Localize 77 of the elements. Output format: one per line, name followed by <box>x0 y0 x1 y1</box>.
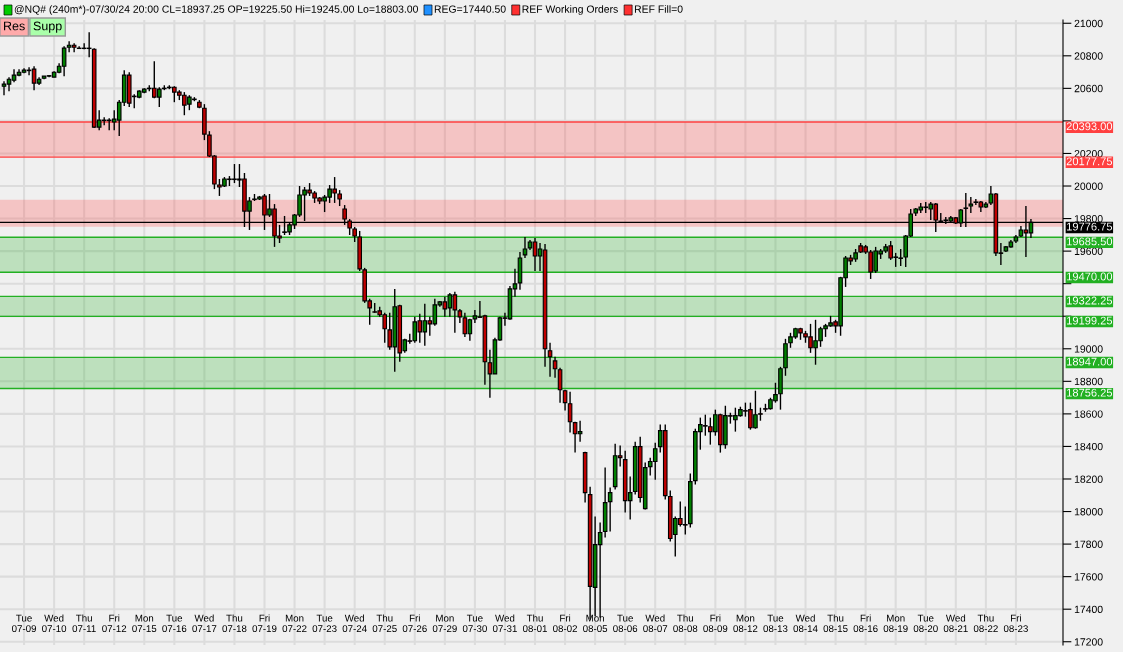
x-tick-label: Tue 08-13 <box>763 614 788 633</box>
ref-line-label: 19470.00 <box>1067 272 1113 281</box>
annotation: Res <box>4 21 25 31</box>
y-tick-label: 20800 <box>1074 52 1103 60</box>
ref-line-label: 20177.75 <box>1066 157 1113 166</box>
x-tick-label: Fri 08-23 <box>1003 614 1028 633</box>
text: REG=17440.50 <box>434 5 506 13</box>
candlestick <box>682 505 688 536</box>
x-tick-label: Fri 07-19 <box>252 614 277 633</box>
x-tick-label: Mon 07-22 <box>282 614 307 633</box>
y-tick-label: 18200 <box>1074 475 1103 483</box>
x-tick-label: Tue 08-20 <box>913 614 938 633</box>
candlestick <box>652 441 658 481</box>
x-tick-label: Thu 08-08 <box>673 614 698 633</box>
ref-line-label: 19322.25 <box>1067 296 1113 305</box>
text: REF Fill=0 <box>634 5 683 13</box>
candlestick <box>61 45 67 77</box>
x-tick-label: Tue 07-09 <box>11 614 37 633</box>
candlestick <box>71 42 77 53</box>
y-tick-label: 21000 <box>1074 19 1103 28</box>
candlestick <box>532 237 538 272</box>
x-tick-label: Fri 08-02 <box>553 614 578 633</box>
x-tick-label: Thu 07-18 <box>222 614 247 633</box>
annotation: Supp <box>33 21 62 33</box>
x-tick-label: Wed 07-17 <box>192 614 217 633</box>
y-tick-label: 18800 <box>1074 377 1103 386</box>
ref-line-label: 20393.00 <box>1066 122 1113 131</box>
candlestick <box>156 86 162 108</box>
y-tick-label: 19000 <box>1074 345 1103 353</box>
x-tick-label: Thu 08-15 <box>823 614 848 633</box>
candlestick <box>607 486 613 533</box>
x-tick-label: Thu 07-25 <box>372 614 397 633</box>
ref-line-label: 19685.50 <box>1067 237 1113 246</box>
x-tick-label: Wed 07-31 <box>492 614 517 633</box>
x-tick-label: Tue 07-16 <box>162 614 187 633</box>
ref-line-label: 19776.75 <box>1067 222 1113 231</box>
x-tick-label: Wed 08-07 <box>643 614 668 633</box>
x-tick-label: Mon 07-29 <box>432 614 457 633</box>
y-tick-label: 18000 <box>1074 508 1103 516</box>
y-tick-label: 19800 <box>1074 215 1103 223</box>
x-tick-label: Fri 07-12 <box>102 614 127 633</box>
x-tick-label: Tue 08-06 <box>613 614 638 633</box>
x-tick-label: Fri 08-09 <box>703 614 728 633</box>
y-tick-label: 17800 <box>1074 540 1103 548</box>
y-tick-label: 17400 <box>1074 605 1103 614</box>
ref-line-label: 18947.00 <box>1067 357 1113 366</box>
x-tick-label: Mon 08-12 <box>733 614 758 633</box>
x-tick-label: Fri 08-16 <box>853 614 878 633</box>
candlestick <box>522 236 528 259</box>
y-tick-label: 17200 <box>1074 638 1103 646</box>
ref-line-label: 18756.25 <box>1067 388 1113 397</box>
y-tick-label: 20200 <box>1074 149 1103 158</box>
x-tick-label: Fri 07-26 <box>402 614 427 633</box>
x-tick-label: Wed 08-21 <box>943 614 968 633</box>
y-tick-label: 20600 <box>1074 84 1103 93</box>
y-tick-label: 18400 <box>1074 442 1103 451</box>
candlestick <box>1 80 7 96</box>
x-tick-label: Wed 07-24 <box>342 614 367 633</box>
y-tick-label: 19600 <box>1074 247 1103 255</box>
x-tick-label: Thu 07-11 <box>72 614 96 633</box>
ref-line-label: 19199.25 <box>1067 316 1113 325</box>
x-tick-label: Mon 08-05 <box>583 614 608 633</box>
x-tick-label: Thu 08-01 <box>522 614 547 633</box>
text: @NQ# (240m*)-07/30/24 20:00 CL=18937.25 OP=19225.50 Hi=19245.00 Lo=18803.00 <box>14 5 418 15</box>
y-tick-label: 18600 <box>1074 410 1103 418</box>
x-tick-label: Mon 08-19 <box>883 614 908 633</box>
x-tick-label: Tue 07-30 <box>462 614 487 633</box>
x-tick-label: Tue 07-23 <box>312 614 337 633</box>
candlestick <box>86 31 92 58</box>
x-tick-label: Mon 07-15 <box>132 614 157 633</box>
x-tick-label: Wed 07-10 <box>42 614 67 633</box>
y-tick-label: 20000 <box>1074 182 1103 190</box>
x-tick-label: Wed 08-14 <box>793 614 818 633</box>
text: REF Working Orders <box>522 5 618 15</box>
y-tick-label: 17600 <box>1074 573 1103 581</box>
x-tick-label: Thu 08-22 <box>973 614 998 633</box>
candlestick <box>472 309 478 324</box>
